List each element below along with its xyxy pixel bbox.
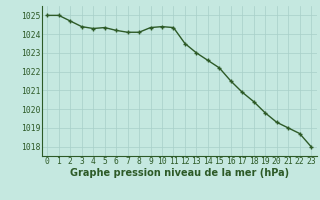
X-axis label: Graphe pression niveau de la mer (hPa): Graphe pression niveau de la mer (hPa)	[70, 168, 289, 178]
